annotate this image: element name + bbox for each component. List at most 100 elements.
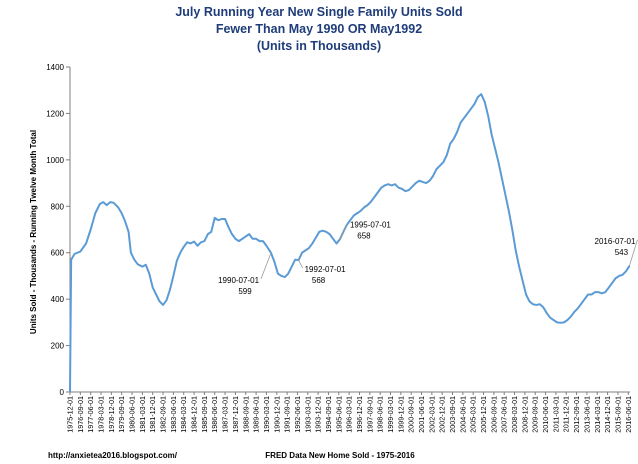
x-tick-label: 2000-09-01 <box>407 396 416 433</box>
data-point <box>621 274 624 276</box>
data-point <box>284 276 286 278</box>
x-axis-label: FRED Data New Home Sold - 1975-2016 <box>265 451 415 460</box>
data-point <box>322 230 324 232</box>
x-tick-label: 1985-09-01 <box>200 396 209 433</box>
y-tick-label: 1400 <box>46 63 64 72</box>
data-point <box>466 112 469 115</box>
data-point <box>539 303 541 305</box>
data-point <box>525 293 527 296</box>
data-point <box>207 233 209 235</box>
data-point <box>325 231 327 233</box>
x-tick-label: 2016-06-01 <box>624 396 633 433</box>
x-tick-label: 2015-09-01 <box>613 396 622 433</box>
data-point <box>255 238 257 240</box>
data-point <box>155 293 157 296</box>
annotation-leader <box>339 223 349 240</box>
data-point <box>148 273 150 275</box>
annotation-date: 1990-07-01 <box>218 276 259 285</box>
data-point <box>79 250 81 253</box>
annotation-value: 568 <box>312 276 326 285</box>
data-point <box>203 240 205 242</box>
data-point <box>186 241 188 243</box>
data-point <box>594 291 596 293</box>
data-point <box>329 233 331 235</box>
data-point <box>200 241 202 243</box>
data-point <box>291 266 293 268</box>
data-point <box>521 279 524 282</box>
x-tick-label: 2011-12-01 <box>562 396 571 432</box>
data-point <box>370 201 372 203</box>
data-point <box>528 300 531 303</box>
data-point <box>224 218 226 220</box>
data-point <box>608 286 610 289</box>
data-point <box>193 240 195 243</box>
data-point <box>501 177 503 180</box>
x-tick-label: 2009-09-01 <box>531 396 540 433</box>
data-point <box>573 311 575 313</box>
data-point <box>262 240 264 242</box>
data-point <box>332 238 334 240</box>
data-point <box>356 212 358 214</box>
annotation-leader <box>260 252 272 280</box>
data-point <box>615 277 617 279</box>
data-point <box>363 206 365 209</box>
x-tick-label: 1986-06-01 <box>210 396 219 433</box>
data-point <box>162 304 164 306</box>
x-tick-label: 1989-06-01 <box>252 396 261 433</box>
data-point <box>494 147 496 149</box>
data-point <box>169 289 171 291</box>
data-point <box>94 212 96 214</box>
data-point <box>258 240 261 242</box>
x-tick-label: 1978-12-01 <box>107 396 116 433</box>
data-point <box>179 252 181 254</box>
data-point <box>463 117 465 119</box>
data-point <box>227 226 230 228</box>
x-tick-label: 2005-12-01 <box>479 396 488 433</box>
data-point <box>366 204 369 206</box>
data-point <box>535 304 537 306</box>
data-point <box>611 282 613 284</box>
x-tick-label: 1998-06-01 <box>376 396 385 433</box>
data-point <box>127 231 130 233</box>
data-point <box>601 292 603 294</box>
data-point <box>470 108 472 110</box>
data-point <box>165 299 168 301</box>
x-tick-label: 1988-09-01 <box>241 396 250 433</box>
data-point <box>117 206 119 209</box>
data-point <box>121 212 123 214</box>
data-point <box>69 391 71 393</box>
data-point <box>301 252 303 254</box>
y-tick-label: 600 <box>51 249 65 258</box>
data-point <box>511 228 513 231</box>
data-point <box>580 303 582 305</box>
data-point <box>618 275 620 277</box>
data-point <box>318 231 320 233</box>
x-tick-label: 2013-06-01 <box>582 396 591 433</box>
y-tick-label: 400 <box>51 295 65 304</box>
x-tick-label: 1987-12-01 <box>231 396 240 433</box>
x-tick-label: 1983-06-01 <box>169 396 178 433</box>
data-point <box>473 103 475 105</box>
x-tick-label: 1992-06-01 <box>293 396 302 433</box>
data-point <box>566 319 568 321</box>
data-point <box>508 210 510 212</box>
data-point <box>130 252 132 254</box>
x-tick-label: 1999-03-01 <box>386 396 395 433</box>
data-point <box>265 245 268 247</box>
data-point <box>210 231 212 233</box>
data-point <box>449 143 451 145</box>
chart-title-line-1: July Running Year New Single Family Unit… <box>175 5 462 19</box>
data-point <box>238 240 240 242</box>
x-tick-label: 2011-03-01 <box>551 396 560 432</box>
data-point <box>391 184 393 186</box>
x-tick-label: 2003-09-01 <box>448 396 457 433</box>
x-tick-label: 2002-12-01 <box>438 396 447 433</box>
annotation-value: 599 <box>238 287 252 296</box>
x-tick-label: 1976-09-01 <box>76 396 85 433</box>
data-point <box>172 275 174 277</box>
data-point <box>484 101 486 103</box>
x-tick-label: 2008-12-01 <box>520 396 529 433</box>
data-point <box>241 238 243 240</box>
data-point <box>411 185 413 188</box>
data-point <box>106 204 108 206</box>
